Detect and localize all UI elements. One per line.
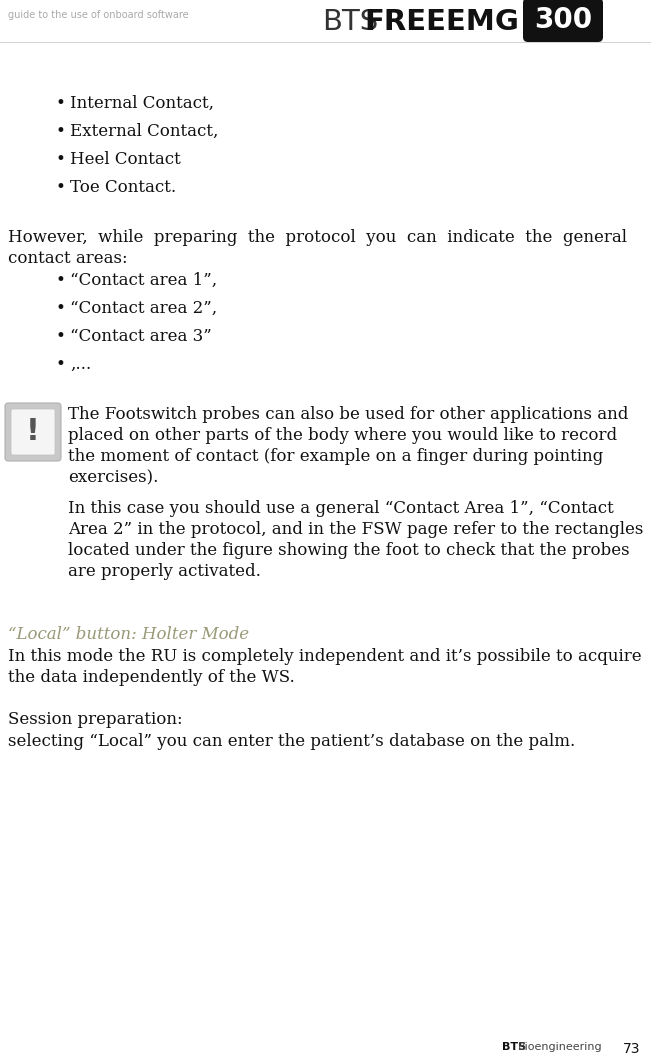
Text: Bioengineering: Bioengineering <box>518 1042 603 1052</box>
Text: The Footswitch probes can also be used for other applications and: The Footswitch probes can also be used f… <box>68 406 628 423</box>
Text: In this mode the RU is completely independent and it’s possibile to acquire: In this mode the RU is completely indepe… <box>8 647 642 665</box>
Text: BTS: BTS <box>322 8 378 36</box>
Text: •: • <box>55 123 65 140</box>
Text: contact areas:: contact areas: <box>8 250 128 267</box>
Text: •: • <box>55 300 65 317</box>
Text: In this case you should use a general “Contact Area 1”, “Contact: In this case you should use a general “C… <box>68 500 614 517</box>
Text: Toe Contact.: Toe Contact. <box>70 179 176 196</box>
FancyBboxPatch shape <box>5 403 61 461</box>
Text: •: • <box>55 328 65 345</box>
Text: “Contact area 3”: “Contact area 3” <box>70 328 212 345</box>
Text: External Contact,: External Contact, <box>70 123 218 140</box>
Text: Heel Contact: Heel Contact <box>70 151 181 168</box>
Text: •: • <box>55 151 65 168</box>
Text: 73: 73 <box>623 1042 641 1056</box>
Text: “Local” button: Holter Mode: “Local” button: Holter Mode <box>8 626 249 643</box>
Text: the moment of contact (for example on a finger during pointing: the moment of contact (for example on a … <box>68 448 603 466</box>
Text: Area 2” in the protocol, and in the FSW page refer to the rectangles: Area 2” in the protocol, and in the FSW … <box>68 521 643 539</box>
Text: !: ! <box>26 418 40 446</box>
Text: exercises).: exercises). <box>68 469 158 486</box>
Text: Session preparation:: Session preparation: <box>8 711 183 728</box>
Text: •: • <box>55 272 65 289</box>
FancyBboxPatch shape <box>523 0 603 42</box>
Text: •: • <box>55 355 65 373</box>
Text: “Contact area 1”,: “Contact area 1”, <box>70 272 217 289</box>
Text: placed on other parts of the body where you would like to record: placed on other parts of the body where … <box>68 427 617 444</box>
Text: ,...: ,... <box>70 355 91 373</box>
Text: are properly activated.: are properly activated. <box>68 563 261 580</box>
Text: FREEEMG: FREEEMG <box>364 8 519 36</box>
Text: guide to the use of onboard software: guide to the use of onboard software <box>8 10 189 20</box>
Text: 300: 300 <box>534 6 592 34</box>
FancyBboxPatch shape <box>11 409 55 455</box>
Text: However,  while  preparing  the  protocol  you  can  indicate  the  general: However, while preparing the protocol yo… <box>8 229 627 247</box>
Text: “Contact area 2”,: “Contact area 2”, <box>70 300 217 317</box>
Text: the data independently of the WS.: the data independently of the WS. <box>8 669 295 686</box>
Text: Internal Contact,: Internal Contact, <box>70 95 214 112</box>
Text: •: • <box>55 179 65 196</box>
Text: located under the figure showing the foot to check that the probes: located under the figure showing the foo… <box>68 542 630 559</box>
Text: •: • <box>55 95 65 112</box>
Text: BTS: BTS <box>502 1042 526 1052</box>
Text: selecting “Local” you can enter the patient’s database on the palm.: selecting “Local” you can enter the pati… <box>8 733 575 750</box>
